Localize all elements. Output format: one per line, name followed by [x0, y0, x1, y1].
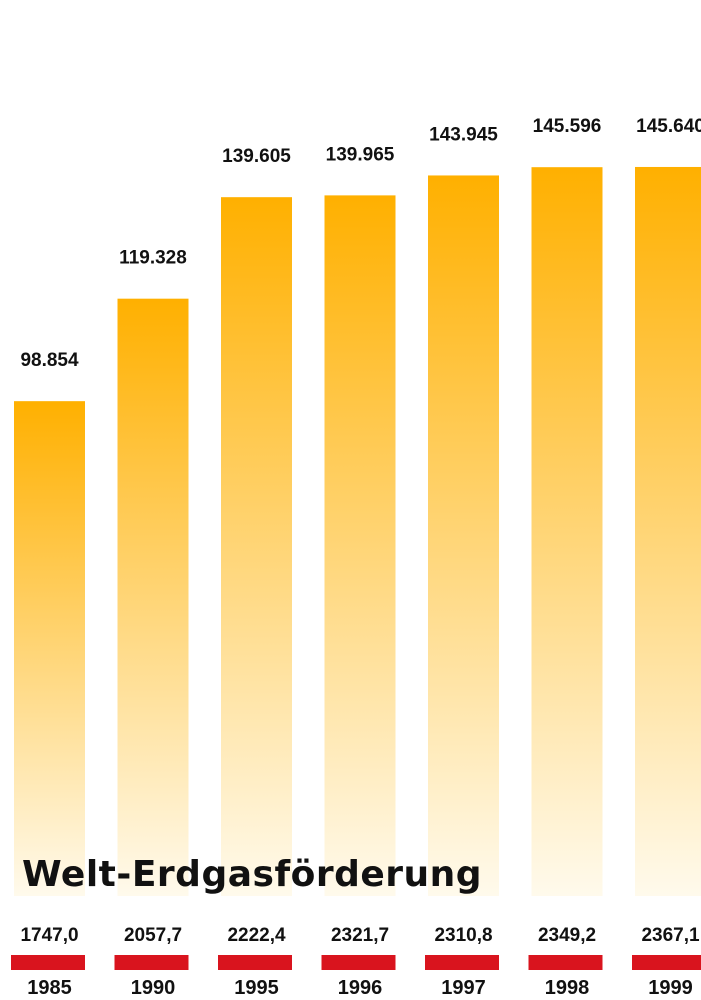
year-marker-1999	[632, 955, 701, 970]
year-marker-1998	[528, 955, 603, 970]
value-label-1985: 98.854	[20, 350, 79, 371]
secondary-label-1995: 2222,4	[227, 925, 286, 946]
year-label-1998: 1998	[545, 977, 590, 999]
secondary-label-1996: 2321,7	[331, 925, 389, 946]
secondary-label-1985: 1747,0	[20, 925, 78, 946]
year-marker-1990	[114, 955, 189, 970]
secondary-label-1999: 2367,1	[641, 925, 700, 946]
year-label-1985: 1985	[27, 977, 72, 999]
bar-1995	[221, 197, 292, 897]
bar-1996	[324, 195, 396, 897]
secondary-label-1990: 2057,7	[124, 925, 182, 946]
secondary-label-1997: 2310,8	[434, 925, 492, 946]
value-label-1995: 139.605	[222, 146, 291, 167]
year-label-1999: 1999	[648, 977, 693, 999]
year-label-1990: 1990	[131, 977, 176, 999]
year-marker-1997	[425, 955, 499, 970]
value-label-1998: 145.596	[533, 116, 602, 137]
bar-1990	[117, 298, 189, 897]
year-marker-1996	[321, 955, 396, 970]
bar-1985	[14, 401, 85, 896]
secondary-label-1998: 2349,2	[538, 925, 596, 946]
bars-layer	[11, 166, 701, 970]
chart-title: Welt-Erdgasförderung	[22, 854, 483, 895]
value-label-1999: 145.640	[636, 116, 701, 137]
bar-1997	[428, 175, 499, 896]
year-marker-1985	[11, 955, 85, 970]
year-label-1997: 1997	[441, 977, 486, 999]
year-marker-1995	[218, 955, 292, 970]
bar-1998	[531, 167, 603, 897]
value-label-1990: 119.328	[119, 248, 187, 269]
value-label-1996: 139.965	[326, 144, 395, 165]
labels-layer: 98.854 1747,0 1985 119.328 2057,7 1990 139.605…	[20, 116, 701, 999]
bar-1999	[635, 166, 701, 896]
year-label-1995: 1995	[234, 977, 279, 999]
year-label-1996: 1996	[338, 977, 383, 999]
value-label-1997: 143.945	[429, 124, 498, 145]
